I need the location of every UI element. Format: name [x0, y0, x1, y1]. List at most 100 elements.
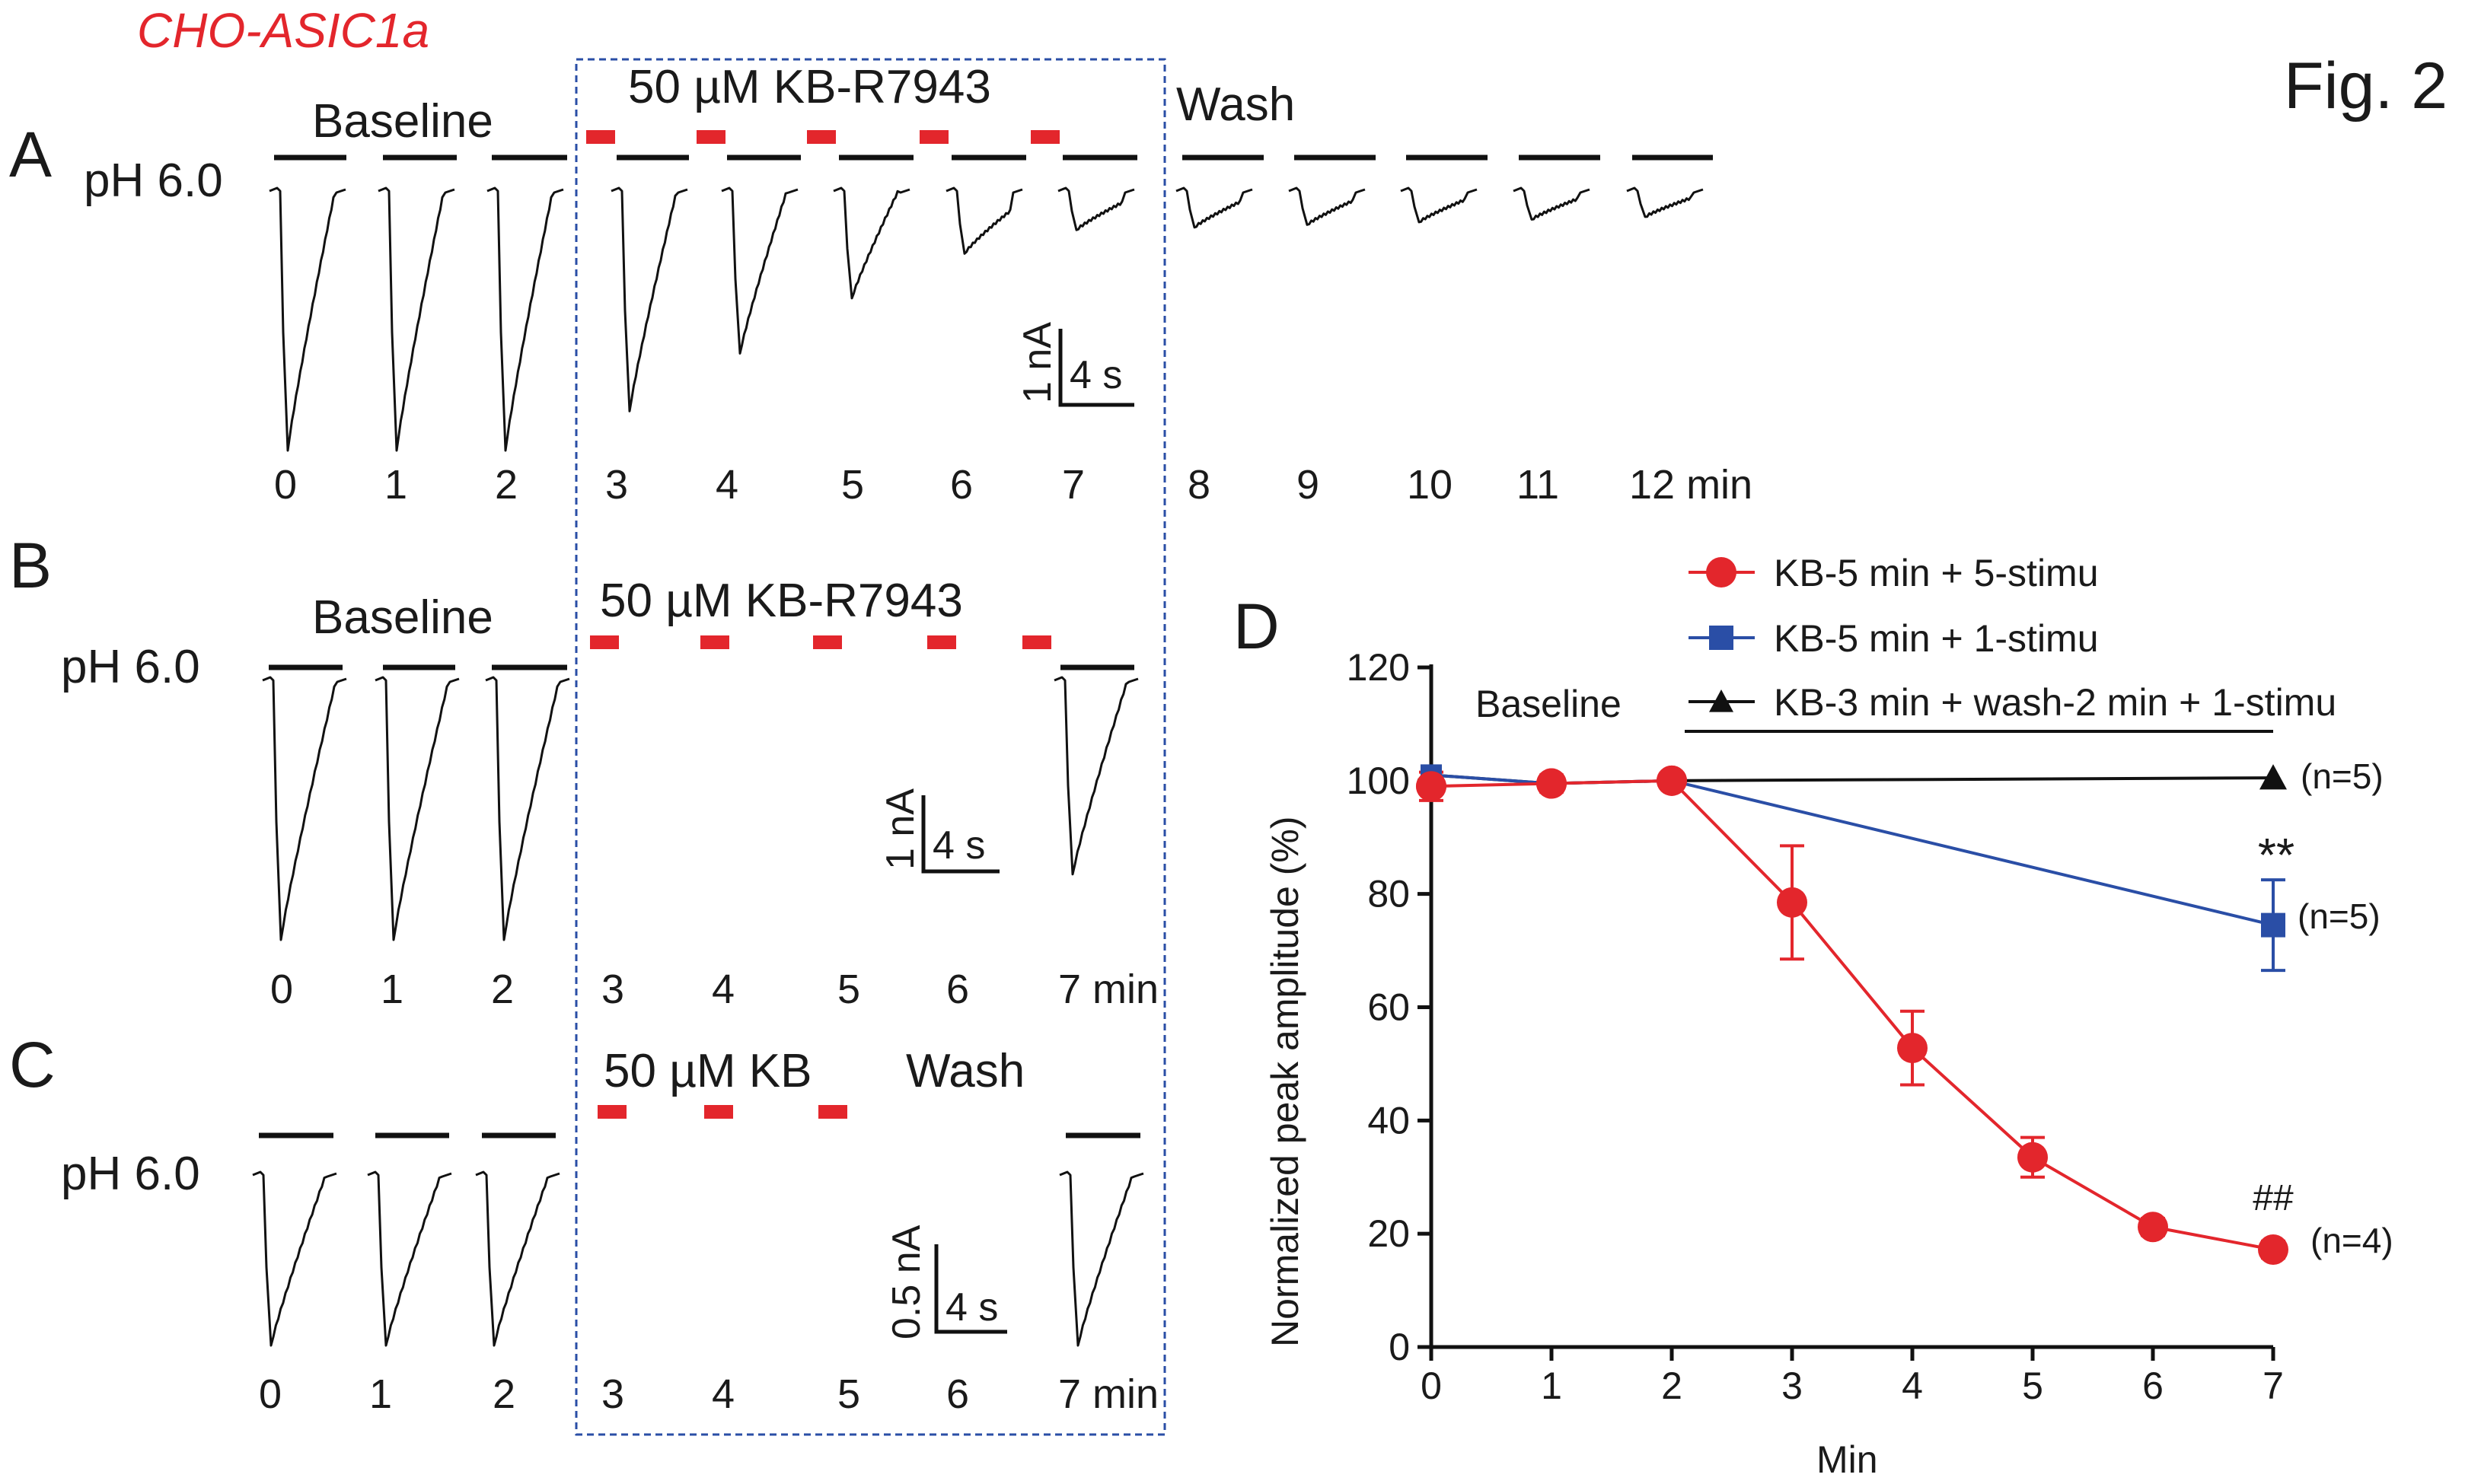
baseline-annotation: Baseline [1475, 683, 1622, 725]
current-trace [1057, 186, 1135, 231]
current-trace [1175, 186, 1253, 229]
current-traces-b [262, 676, 1139, 941]
time-label: 4 [712, 967, 735, 1012]
scale-bar-b: 1 nA 4 s [879, 788, 1000, 874]
current-trace [1054, 676, 1139, 876]
current-trace [475, 1170, 560, 1347]
data-point [1416, 771, 1446, 802]
panel-b: B pH 6.0 Baseline 50 µM KB-R7943 0 1 2 3 4 5 6… [9, 530, 1159, 1012]
n-label-black: (n=5) [2301, 756, 2384, 796]
scale-bar-a: 1 nA 4 s [1016, 322, 1134, 407]
y-tick-label: 100 [1347, 760, 1410, 802]
drug-bar [813, 635, 842, 649]
drug-bar [1031, 130, 1060, 144]
drug-bar [590, 635, 619, 649]
scale-time-b: 4 s [933, 823, 985, 868]
data-point [1536, 768, 1567, 799]
time-label: 10 [1407, 462, 1453, 508]
data-point [1657, 765, 1687, 796]
drug-period-box [575, 58, 1166, 1436]
data-point [1897, 1033, 1928, 1064]
y-tick-label: 20 [1367, 1212, 1410, 1255]
baseline-label-a: Baseline [312, 95, 493, 148]
time-label: 11 [1516, 462, 1559, 508]
current-trace [1059, 1170, 1144, 1347]
x-tick-label: 2 [1661, 1365, 1682, 1407]
x-tick-label: 4 [1902, 1365, 1923, 1407]
ph-label-a: pH 6.0 [84, 154, 223, 207]
current-trace [721, 186, 799, 355]
data-point [2138, 1212, 2168, 1243]
panel-letter-b: B [9, 530, 52, 601]
chart-series: (n=5) (n=5) (n=4) ** ## [1416, 756, 2393, 1266]
y-tick-label: 40 [1367, 1099, 1410, 1142]
current-trace [611, 186, 688, 412]
time-label: 0 [274, 462, 297, 508]
time-label: 7 min [1058, 1371, 1159, 1417]
ph-application-bars-b [269, 635, 1134, 670]
drug-bar [700, 635, 729, 649]
significance-red: ## [2253, 1178, 2294, 1218]
drug-label-c: 50 µM KB [604, 1045, 812, 1097]
cell-line-label: CHO-ASIC1a [137, 3, 429, 58]
time-label: 5 [837, 1371, 860, 1417]
drug-bar [1022, 635, 1051, 649]
y-tick-label: 80 [1367, 873, 1410, 916]
drug-label-b: 50 µM KB-R7943 [600, 575, 963, 627]
y-tick-label: 0 [1389, 1326, 1410, 1368]
time-label: 4 [712, 1371, 735, 1417]
x-tick-label: 0 [1421, 1365, 1442, 1407]
time-label: 4 [716, 462, 738, 508]
scale-current-c: 0.5 nA [885, 1224, 929, 1339]
data-point [2261, 912, 2285, 938]
x-tick-label: 6 [2142, 1365, 2164, 1407]
data-point [2259, 764, 2287, 790]
legend-label: KB-5 min + 5-stimu [1774, 552, 2099, 594]
n-label-blue: (n=5) [2298, 896, 2381, 936]
current-trace [946, 186, 1023, 255]
current-trace [378, 186, 455, 452]
current-trace [833, 186, 910, 300]
x-tick-label: 5 [2022, 1365, 2043, 1407]
wash-label-c: Wash [906, 1045, 1025, 1097]
baseline-label-b: Baseline [312, 591, 493, 644]
drug-bar [586, 130, 615, 144]
time-label: 5 [841, 462, 864, 508]
time-label: 0 [259, 1371, 282, 1417]
drug-bar [818, 1105, 847, 1119]
panel-a: A pH 6.0 Baseline 50 µM KB-R7943 Wash 0 1… [9, 61, 1752, 508]
time-label: 2 [493, 1371, 515, 1417]
current-trace [269, 186, 346, 452]
data-point [1706, 557, 1736, 588]
series-square [1430, 773, 2285, 973]
current-trace [367, 1170, 452, 1347]
drug-bar [920, 130, 949, 144]
time-labels-c: 0 1 2 3 4 5 6 7 min [259, 1371, 1159, 1417]
scale-time-a: 4 s [1070, 353, 1122, 397]
data-point [2017, 1142, 2048, 1173]
time-label: 3 [601, 1371, 624, 1417]
y-axis-label: Normalized peak amplitude (%) [1264, 816, 1306, 1347]
drug-label-a: 50 µM KB-R7943 [628, 61, 991, 113]
time-label: 0 [270, 967, 293, 1012]
wash-label-a: Wash [1176, 78, 1295, 131]
time-label: 7 min [1058, 967, 1159, 1012]
drug-bar [697, 130, 725, 144]
drug-bar [927, 635, 956, 649]
x-tick-label: 7 [2263, 1365, 2284, 1407]
current-trace [1400, 186, 1478, 224]
current-trace [375, 676, 460, 941]
time-label: 1 [384, 462, 407, 508]
chart-legend: KB-5 min + 5-stimu KB-5 min + 1-stimu KB-3… [1689, 552, 2336, 724]
panel-letter-c: C [9, 1029, 56, 1100]
time-label: 1 [381, 967, 403, 1012]
time-label: 2 [491, 967, 514, 1012]
time-label: 6 [946, 1371, 969, 1417]
legend-label: KB-3 min + wash-2 min + 1-stimu [1774, 681, 2336, 724]
x-tick-label: 1 [1541, 1365, 1562, 1407]
time-label: 6 [946, 967, 969, 1012]
time-labels-a: 0 1 2 3 4 5 6 7 8 9 10 11 12 min [274, 462, 1752, 508]
scale-current-b: 1 nA [879, 788, 923, 870]
series-line [1430, 773, 2274, 927]
